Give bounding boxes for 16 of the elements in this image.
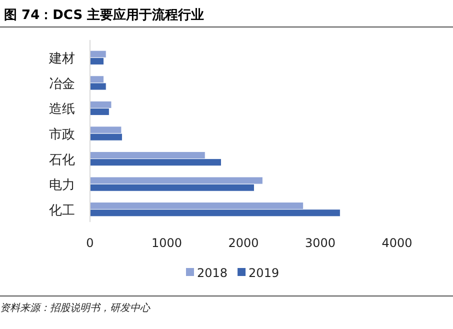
y-tick-label: 造纸	[49, 102, 75, 118]
text: 资料来源：招股说明书，研发中心	[0, 302, 151, 314]
chart-title: 图 74：DCS 主要应用于流程行业	[4, 7, 204, 23]
x-tick-label: 0	[86, 236, 94, 250]
y-tick-label: 化工	[49, 203, 75, 218]
x-tick-label: 3000	[304, 236, 336, 250]
y-tick-label: 建材	[48, 52, 75, 67]
x-tick-label: 2000	[228, 236, 259, 250]
legend-label: 2018	[197, 266, 228, 280]
y-tick-label: 石化	[49, 152, 75, 168]
y-tick-label: 冶金	[49, 76, 75, 92]
x-tick-label: 1000	[151, 236, 182, 250]
y-tick-label: 市政	[49, 128, 75, 142]
legend-label: 2019	[248, 266, 280, 280]
x-tick-label: 4000	[382, 236, 412, 250]
y-tick-label: 电力	[49, 178, 75, 194]
